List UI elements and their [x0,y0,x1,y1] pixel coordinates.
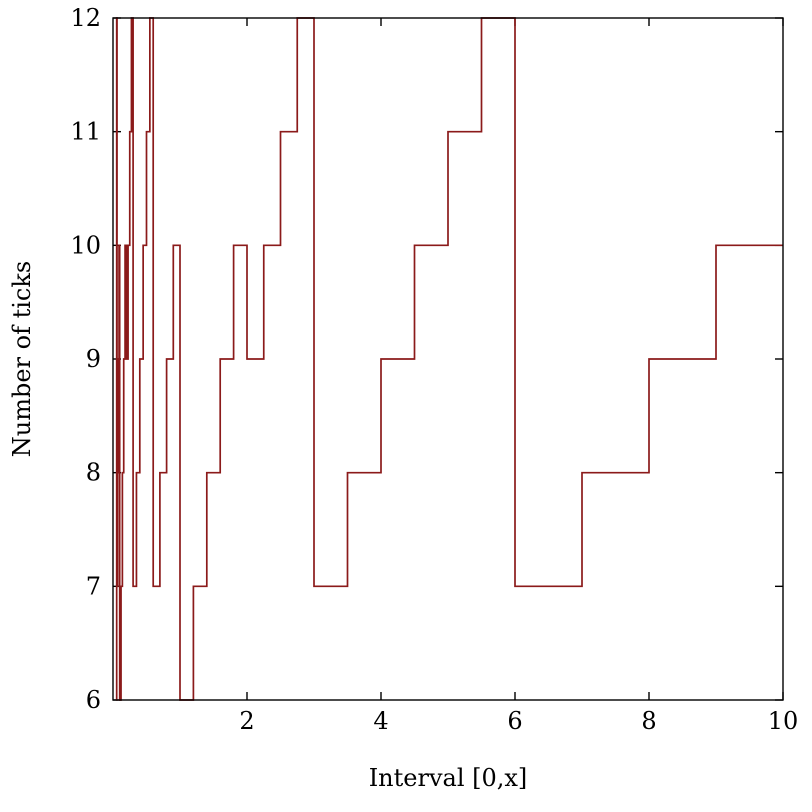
x-tick-label: 4 [373,707,388,735]
tick-labels: 2 4 6 8 10 6 7 8 9 10 11 12 [70,4,798,735]
y-axis-label: Number of ticks [8,261,36,457]
y-tick-label: 8 [86,459,101,487]
y-tick-label: 6 [86,686,101,714]
y-tick-label: 10 [70,231,101,259]
y-tick-label: 7 [86,572,101,600]
step-line-series [115,17,783,701]
x-tick-label: 8 [641,707,656,735]
x-tick-label: 6 [507,707,522,735]
x-axis-label: Interval [0,x] [369,764,528,792]
y-tick-label: 11 [70,118,101,146]
x-tick-label: 2 [239,707,254,735]
plot-frame [112,17,784,701]
x-tick-label: 10 [768,707,799,735]
y-tick-label: 12 [70,4,101,32]
y-tick-label: 9 [86,345,101,373]
